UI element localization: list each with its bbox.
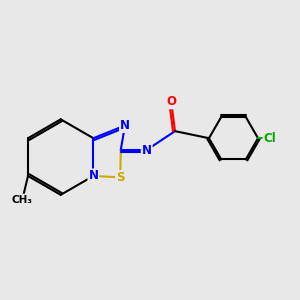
Text: Cl: Cl [263, 132, 276, 145]
Text: N: N [142, 143, 152, 157]
Text: N: N [120, 119, 130, 132]
Text: S: S [116, 171, 124, 184]
Text: CH₃: CH₃ [12, 194, 33, 205]
Text: N: N [88, 169, 98, 182]
Text: O: O [166, 95, 176, 108]
